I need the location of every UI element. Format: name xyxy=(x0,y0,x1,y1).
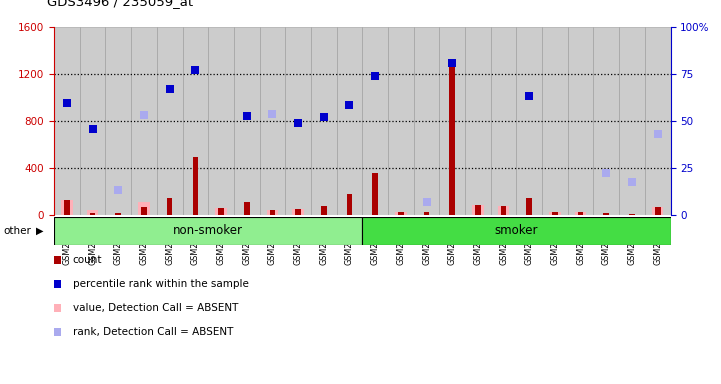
Bar xyxy=(244,202,249,215)
Bar xyxy=(491,27,516,215)
Bar xyxy=(141,207,147,215)
Bar xyxy=(575,212,586,215)
Bar xyxy=(270,210,275,215)
Bar xyxy=(156,27,182,215)
Bar xyxy=(567,27,593,215)
Bar xyxy=(167,198,172,215)
Bar xyxy=(193,157,198,215)
Bar xyxy=(362,27,388,215)
Bar xyxy=(497,206,509,215)
Bar xyxy=(296,209,301,215)
Text: count: count xyxy=(73,255,102,265)
Bar xyxy=(414,27,439,215)
Bar xyxy=(61,200,73,215)
Bar xyxy=(475,205,481,215)
Bar xyxy=(645,27,671,215)
Bar xyxy=(395,212,407,215)
Bar xyxy=(286,27,311,215)
Bar xyxy=(603,213,609,215)
Bar xyxy=(398,212,404,215)
Bar xyxy=(208,27,234,215)
Bar xyxy=(372,173,378,215)
Bar xyxy=(182,27,208,215)
Text: value, Detection Call = ABSENT: value, Detection Call = ABSENT xyxy=(73,303,238,313)
Bar xyxy=(516,27,542,215)
Bar xyxy=(311,27,337,215)
Bar xyxy=(439,27,465,215)
Text: ▶: ▶ xyxy=(36,226,43,236)
Bar xyxy=(578,212,583,215)
Bar xyxy=(138,202,150,215)
Bar xyxy=(501,206,506,215)
Bar xyxy=(549,212,561,215)
Bar xyxy=(593,27,619,215)
Bar xyxy=(87,210,98,215)
Text: smoker: smoker xyxy=(495,224,538,237)
Bar xyxy=(337,27,362,215)
Text: rank, Detection Call = ABSENT: rank, Detection Call = ABSENT xyxy=(73,326,233,336)
Text: GDS3496 / 235059_at: GDS3496 / 235059_at xyxy=(47,0,193,8)
Bar xyxy=(80,27,105,215)
Bar xyxy=(347,194,353,215)
Bar xyxy=(655,207,660,215)
Bar xyxy=(388,27,414,215)
Text: percentile rank within the sample: percentile rank within the sample xyxy=(73,279,249,289)
Bar xyxy=(64,200,70,215)
Bar xyxy=(292,209,304,215)
Bar xyxy=(218,208,224,215)
Bar xyxy=(54,217,362,245)
Bar xyxy=(234,27,260,215)
Bar xyxy=(526,198,532,215)
Bar xyxy=(54,27,80,215)
Bar xyxy=(465,27,491,215)
Bar xyxy=(90,213,95,215)
Text: other: other xyxy=(4,226,32,236)
Bar xyxy=(472,205,484,215)
Text: non-smoker: non-smoker xyxy=(173,224,243,237)
Bar xyxy=(449,67,455,215)
Bar xyxy=(321,206,327,215)
Bar xyxy=(424,212,429,215)
Bar xyxy=(115,213,121,215)
Bar xyxy=(629,214,634,215)
Bar xyxy=(267,210,278,215)
Bar xyxy=(105,27,131,215)
Bar xyxy=(542,27,567,215)
Bar xyxy=(552,212,558,215)
Bar xyxy=(652,207,663,215)
Bar xyxy=(619,27,645,215)
Bar xyxy=(216,208,227,215)
Bar xyxy=(131,27,156,215)
Bar xyxy=(260,27,286,215)
Bar xyxy=(362,217,671,245)
